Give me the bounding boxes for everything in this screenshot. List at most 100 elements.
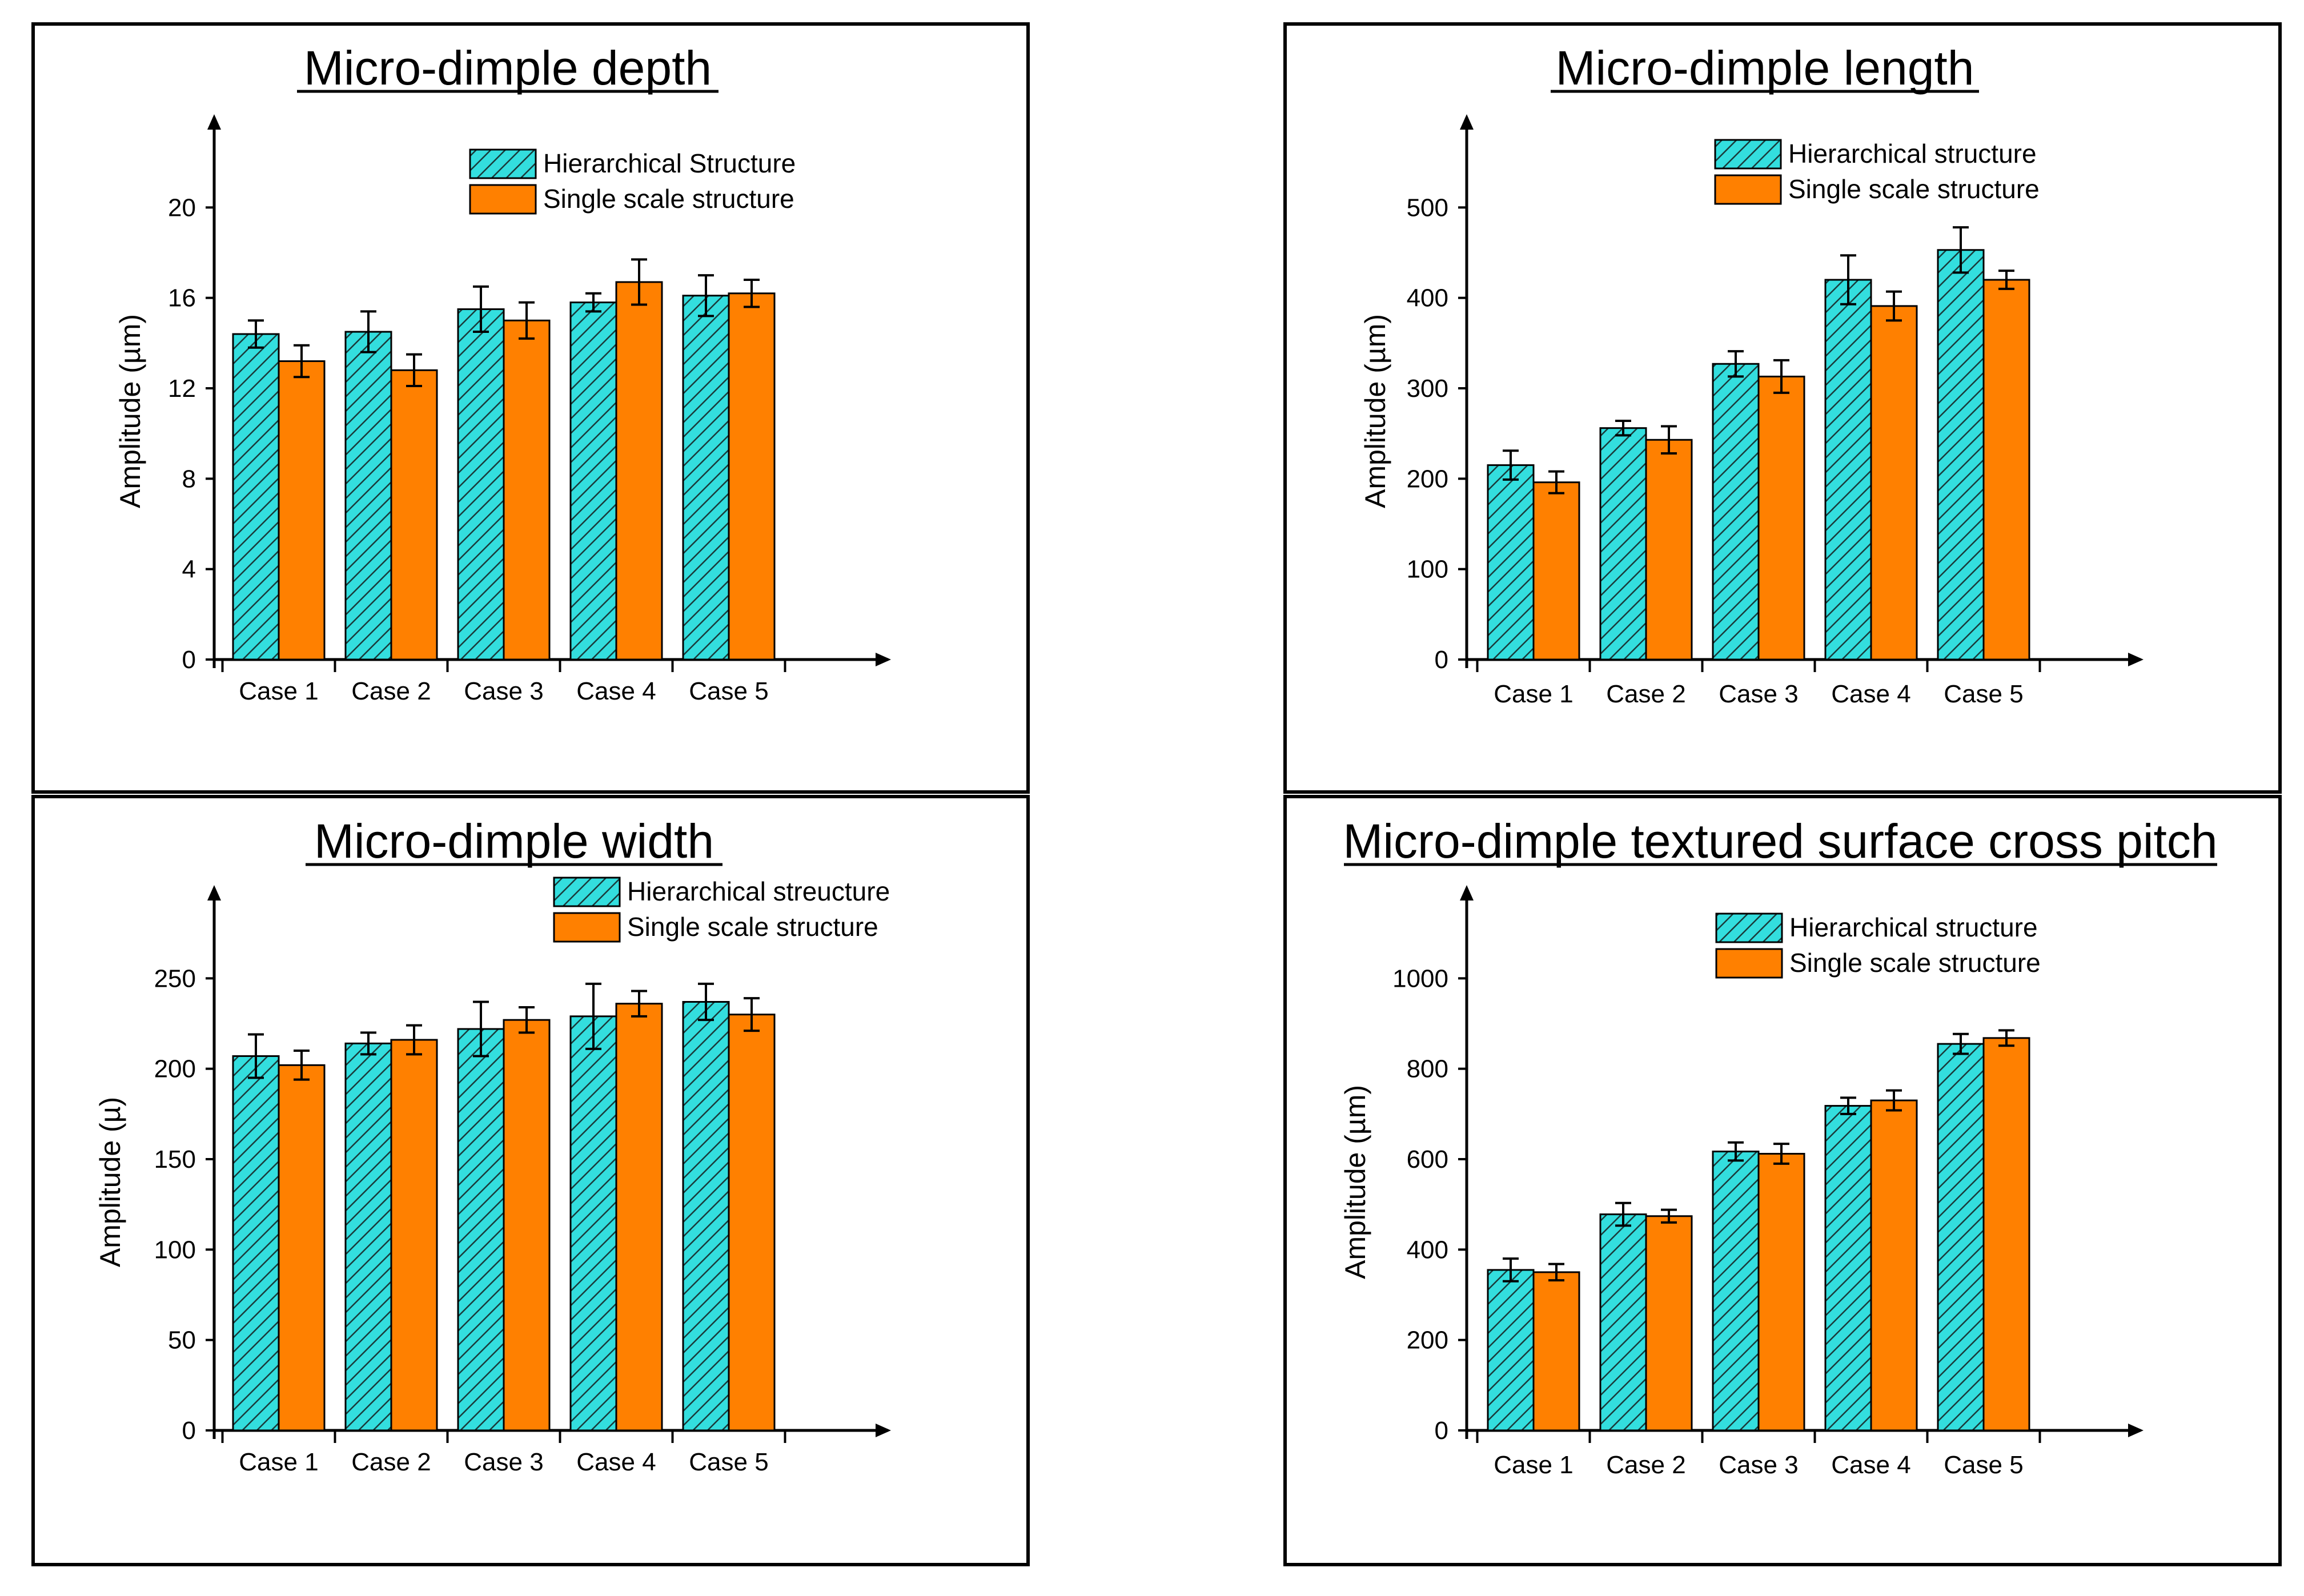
chart-3: 0 200 400 600 800 1000 Amplitude (µm) Case 1 Cas…: [1339, 885, 2144, 1479]
y-tick-label: 0: [182, 1417, 196, 1445]
x-tick-label: Case 4: [576, 677, 656, 705]
y-tick-label: 16: [168, 284, 196, 312]
bar-single: [728, 1014, 776, 1432]
bar-single: [1645, 1215, 1693, 1432]
bar-hierarchical: [457, 1028, 505, 1432]
legend-label-single: Single scale structure: [1788, 174, 2040, 204]
x-axis-arrow: [2128, 1424, 2144, 1437]
legend-swatch-hierarchical: [469, 148, 537, 179]
y-tick-label: 8: [182, 465, 196, 493]
legend-label-single: Single scale structure: [543, 184, 794, 214]
bar-single: [728, 292, 776, 661]
bar-hierarchical: [569, 1015, 617, 1432]
legend-swatch-single: [1715, 948, 1783, 979]
x-axis-arrow: [2128, 653, 2144, 666]
chart-1: 0 100 200 300 400 500 Amplitude (µm) Case 1 Case…: [1359, 114, 2144, 708]
bar-single: [1532, 481, 1580, 661]
x-tick-label: Case 4: [1831, 1451, 1910, 1479]
bar-hierarchical: [1599, 1213, 1647, 1432]
y-tick-label: 100: [1407, 556, 1448, 584]
bar-hierarchical: [1487, 1269, 1535, 1432]
bar-single: [1757, 1153, 1805, 1432]
x-tick-label: Case 1: [239, 677, 318, 705]
chart-0: 0 4 8 12 16 20 Amplitude (µm) Case 1 Case 2 Case …: [114, 114, 891, 705]
x-axis-arrow: [876, 653, 891, 666]
plots: 0 4 8 12 16 20 Amplitude (µm) Case 1 Case 2 Case …: [94, 114, 2144, 1479]
bar-hierarchical: [1824, 279, 1872, 661]
legend-swatch-hierarchical: [553, 877, 621, 907]
x-tick-label: Case 5: [689, 1448, 768, 1476]
y-axis-label: Amplitude (µ): [94, 1097, 126, 1267]
panel-title-length: Micro-dimple length: [1556, 41, 1974, 95]
bar-hierarchical: [682, 1001, 730, 1432]
x-axis-arrow: [876, 1424, 891, 1437]
bar-single: [503, 1019, 551, 1432]
panel-frame-depth: [31, 22, 1030, 794]
y-axis-arrow: [207, 885, 221, 900]
y-tick-label: 200: [1407, 1326, 1448, 1354]
legend-label-hierarchical: Hierarchical structure: [1788, 139, 2037, 168]
x-tick-label: Case 5: [1944, 1451, 2023, 1479]
y-tick-label: 400: [1407, 284, 1448, 312]
y-tick-label: 0: [1435, 1417, 1448, 1445]
x-tick-label: Case 3: [1719, 680, 1798, 708]
y-tick-label: 1000: [1392, 964, 1448, 992]
y-tick-label: 250: [154, 964, 196, 992]
x-tick-label: Case 2: [351, 1448, 431, 1476]
y-tick-label: 0: [1435, 646, 1448, 674]
legend-label-hierarchical: Hierarchical streucture: [627, 877, 890, 906]
bar-hierarchical: [1937, 1043, 1985, 1432]
panel-frame-pitch: [1283, 795, 2282, 1566]
bar-hierarchical: [682, 295, 730, 661]
y-tick-label: 50: [168, 1326, 196, 1354]
y-tick-label: 20: [168, 194, 196, 222]
bar-single: [390, 1039, 438, 1432]
y-tick-label: 600: [1407, 1145, 1448, 1173]
bar-hierarchical: [1824, 1105, 1872, 1432]
y-tick-label: 200: [154, 1055, 196, 1083]
bar-single: [615, 1003, 663, 1432]
y-tick-label: 200: [1407, 465, 1448, 493]
x-tick-label: Case 3: [464, 1448, 543, 1476]
bar-hierarchical: [344, 331, 392, 661]
x-tick-label: Case 4: [1831, 680, 1910, 708]
bar-hierarchical: [344, 1042, 392, 1432]
legend-label-hierarchical: Hierarchical structure: [1789, 912, 2038, 942]
bar-single: [1870, 1099, 1918, 1432]
bar-single: [615, 281, 663, 661]
y-tick-label: 4: [182, 556, 196, 584]
bar-hierarchical: [232, 333, 280, 661]
chart-2: 0 50 100 150 200 250 Amplitude (µ) Case 1 Case 2…: [94, 877, 891, 1476]
bar-hierarchical: [1487, 464, 1535, 661]
bar-single: [1532, 1271, 1580, 1432]
y-tick-label: 800: [1407, 1055, 1448, 1083]
legend-label-hierarchical: Hierarchical Structure: [543, 148, 796, 178]
x-tick-label: Case 3: [464, 677, 543, 705]
y-axis-label: Amplitude (µm): [1359, 314, 1391, 508]
x-tick-label: Case 1: [1494, 1451, 1573, 1479]
panel-title-width: Micro-dimple width: [314, 814, 714, 868]
y-axis-label: Amplitude (µm): [1339, 1085, 1371, 1279]
y-tick-label: 100: [154, 1236, 196, 1264]
y-tick-label: 150: [154, 1145, 196, 1173]
legend-swatch-single: [553, 912, 621, 943]
y-axis-arrow: [1460, 114, 1474, 130]
x-tick-label: Case 2: [351, 677, 431, 705]
y-tick-label: 300: [1407, 375, 1448, 403]
legend-label-single: Single scale structure: [1789, 948, 2041, 978]
bar-single: [1982, 1037, 2030, 1432]
bar-hierarchical: [1712, 1151, 1760, 1432]
bar-hierarchical: [569, 301, 617, 661]
y-tick-label: 500: [1407, 194, 1448, 222]
x-tick-label: Case 2: [1606, 680, 1685, 708]
legend-swatch-single: [1714, 174, 1782, 205]
panel-title-depth: Micro-dimple depth: [304, 41, 712, 95]
legend-label-single: Single scale structure: [627, 912, 878, 942]
panel-frame-width: [31, 795, 1030, 1566]
y-axis-label: Amplitude (µm): [114, 314, 146, 508]
bar-single: [278, 1064, 326, 1432]
legend-swatch-single: [469, 184, 537, 215]
bar-single: [390, 369, 438, 661]
